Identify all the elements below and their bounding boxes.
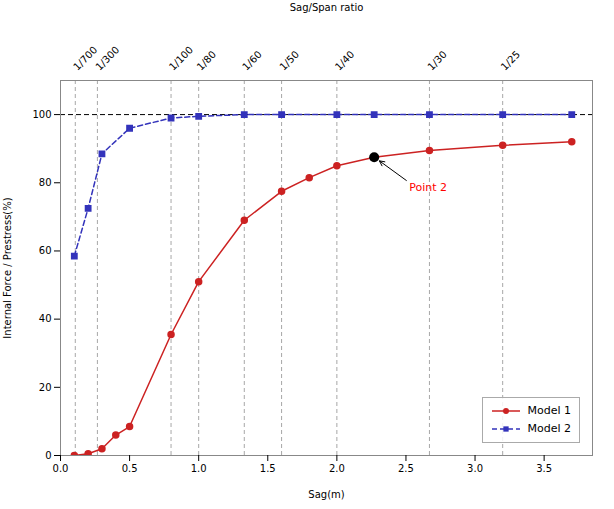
svg-text:Point 2: Point 2 <box>409 181 447 194</box>
svg-text:Sag/Span ratio: Sag/Span ratio <box>290 2 364 13</box>
svg-text:0.0: 0.0 <box>53 463 69 474</box>
html-text:Model 2: Model 2 <box>527 422 571 435</box>
svg-text:1/50: 1/50 <box>277 49 301 73</box>
svg-text:0.5: 0.5 <box>122 463 138 474</box>
svg-text:2.0: 2.0 <box>329 463 345 474</box>
svg-text:1/30: 1/30 <box>425 49 449 73</box>
svg-text:1.0: 1.0 <box>191 463 207 474</box>
svg-text:Sag(m): Sag(m) <box>308 489 344 500</box>
svg-text:2.5: 2.5 <box>398 463 414 474</box>
svg-text:60: 60 <box>39 245 52 256</box>
svg-text:1/700: 1/700 <box>71 44 99 72</box>
html-text:Model 1: Model 1 <box>527 404 571 417</box>
svg-text:20: 20 <box>39 382 52 393</box>
svg-text:1/80: 1/80 <box>195 49 219 73</box>
svg-text:3.0: 3.0 <box>467 463 483 474</box>
svg-text:3.5: 3.5 <box>536 463 552 474</box>
svg-text:0: 0 <box>45 450 51 461</box>
svg-text:Internal Force / Prestress(%): Internal Force / Prestress(%) <box>2 197 13 338</box>
svg-text:1/100: 1/100 <box>167 44 195 72</box>
svg-text:40: 40 <box>39 313 52 324</box>
svg-text:1/40: 1/40 <box>333 49 357 73</box>
svg-text:1/300: 1/300 <box>93 44 121 72</box>
svg-text:1/25: 1/25 <box>499 49 523 73</box>
svg-text:1.5: 1.5 <box>260 463 276 474</box>
svg-text:1/60: 1/60 <box>240 49 264 73</box>
svg-text:100: 100 <box>32 109 51 120</box>
svg-text:80: 80 <box>39 177 52 188</box>
